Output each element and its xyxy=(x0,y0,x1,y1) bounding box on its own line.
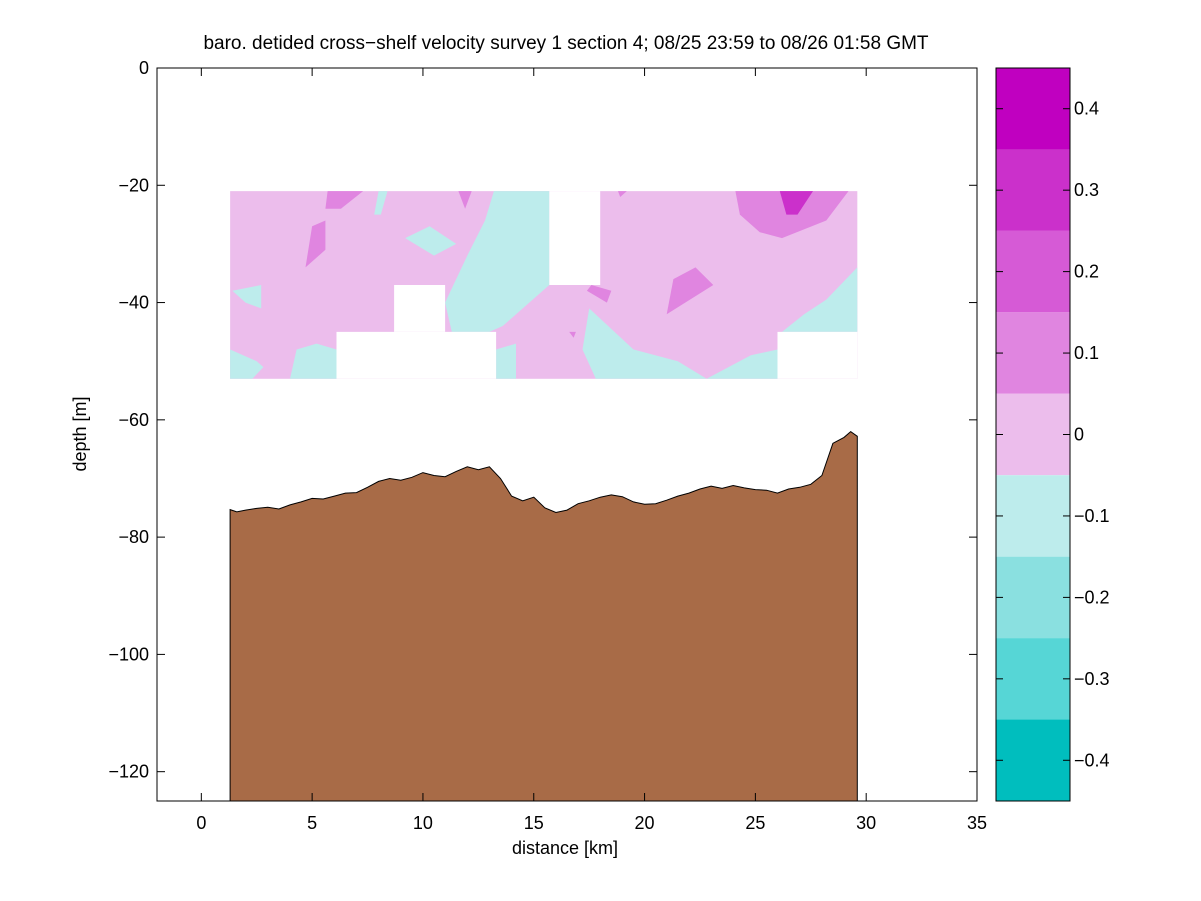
velocity-patch-negative_weak xyxy=(405,226,457,256)
velocity-patch-negative_weak xyxy=(582,308,707,379)
colorbar-tick-label: 0.1 xyxy=(1074,343,1099,363)
plot-area: 0 5 10 15 20 25 30 35 0 −20 −40 −60 −80 −100 −120 xyxy=(108,58,987,833)
colorbar-tick-label: 0.4 xyxy=(1074,99,1099,119)
colorbar-ticks: 0.4 0.3 0.2 0.1 0 −0.1 −0.2 −0.3 −0.4 xyxy=(996,99,1110,770)
plot-title: baro. detided cross−shelf velocity surve… xyxy=(203,33,928,54)
velocity-patch-negative_weak xyxy=(290,343,337,379)
x-tick-label: 20 xyxy=(635,813,655,833)
colorbar-level xyxy=(996,719,1070,801)
seabed xyxy=(229,430,858,802)
velocity-patch-positive_medium xyxy=(569,331,576,338)
velocity-patch-positive_medium xyxy=(666,267,714,315)
x-tick-label: 10 xyxy=(413,813,433,833)
y-tick-label: −80 xyxy=(118,527,149,547)
velocity-patch-negative_weak xyxy=(230,349,264,379)
x-tick-label: 5 xyxy=(307,813,317,833)
colorbar-level xyxy=(996,149,1070,231)
velocity-patch-negative_weak xyxy=(445,191,550,332)
x-tick-label: 25 xyxy=(745,813,765,833)
colorbar-level xyxy=(996,230,1070,313)
colorbar-level xyxy=(996,556,1070,639)
x-axis-title: distance [km] xyxy=(512,838,618,858)
velocity-patch-positive_medium xyxy=(325,191,364,209)
velocity-patch-positive_medium xyxy=(458,191,472,209)
masked-region xyxy=(394,285,446,332)
colorbar-tick-label: −0.2 xyxy=(1074,587,1110,607)
colorbar-level xyxy=(996,68,1070,150)
x-axis-ticks: 0 5 10 15 20 25 30 35 xyxy=(196,68,987,833)
masked-region xyxy=(777,331,858,379)
y-tick-label: −60 xyxy=(118,410,149,430)
colorbar-tick-label: 0.2 xyxy=(1074,262,1099,282)
velocity-patch-negative_weak xyxy=(232,285,262,309)
velocity-patch-negative_weak xyxy=(496,343,516,379)
velocity-patch-negative_weak xyxy=(706,349,778,379)
y-axis-title: depth [m] xyxy=(70,396,90,471)
colorbar-tick-label: −0.3 xyxy=(1074,669,1110,689)
velocity-patch-negative_weak xyxy=(782,267,858,332)
velocity-patch-positive_medium xyxy=(618,191,627,197)
x-tick-label: 15 xyxy=(524,813,544,833)
y-tick-label: −20 xyxy=(118,175,149,195)
x-tick-label: 35 xyxy=(967,813,987,833)
masked-region xyxy=(336,331,497,379)
x-tick-label: 0 xyxy=(196,813,206,833)
colorbar-level xyxy=(996,312,1070,394)
plot-frame xyxy=(156,67,978,802)
colorbar-tick-label: 0.3 xyxy=(1074,180,1099,200)
colorbar-level xyxy=(996,393,1070,476)
colorbar-tick-label: −0.1 xyxy=(1074,506,1110,526)
colorbar-levels xyxy=(996,68,1070,801)
y-tick-label: 0 xyxy=(139,58,149,78)
colorbar-level xyxy=(996,475,1070,557)
colorbar: 0.4 0.3 0.2 0.1 0 −0.1 −0.2 −0.3 −0.4 xyxy=(995,67,1110,802)
masked-regions xyxy=(336,191,858,379)
y-axis-ticks: 0 −20 −40 −60 −80 −100 −120 xyxy=(108,58,977,782)
y-tick-label: −40 xyxy=(118,293,149,313)
velocity-field xyxy=(230,191,858,379)
velocity-patch-positive_medium xyxy=(586,285,612,303)
velocity-patch-positive_strong xyxy=(779,191,813,215)
y-tick-label: −100 xyxy=(108,644,149,664)
y-tick-label: −120 xyxy=(108,762,149,782)
velocity-patch-positive_medium xyxy=(305,220,326,268)
seabed-profile xyxy=(229,430,858,802)
x-tick-label: 30 xyxy=(856,813,876,833)
colorbar-tick-label: 0 xyxy=(1074,425,1084,445)
colorbar-level xyxy=(996,638,1070,720)
velocity-patch-negative_weak xyxy=(374,191,388,215)
colorbar-tick-label: −0.4 xyxy=(1074,750,1110,770)
masked-region xyxy=(549,191,601,285)
